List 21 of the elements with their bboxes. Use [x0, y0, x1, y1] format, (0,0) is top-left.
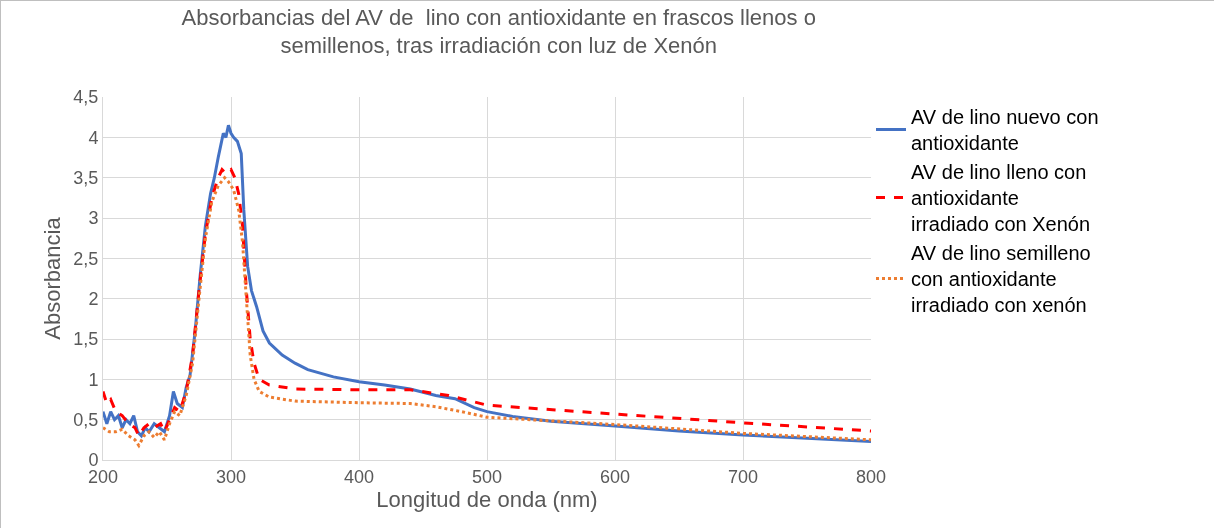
y-tick-label: 1,5 — [73, 329, 99, 350]
x-tick-label: 600 — [599, 466, 631, 487]
legend-label: AV de lino lleno con antioxidante irradiado con Xenón — [911, 161, 1091, 236]
y-tick-label: 4,5 — [73, 87, 99, 108]
legend-label: AV de lino nuevo con antioxidante — [911, 106, 1099, 155]
x-tick-label: 300 — [215, 466, 247, 487]
x-axis-title: Longitud de onda (nm) — [376, 486, 598, 512]
y-tick-label: 1 — [88, 369, 99, 390]
legend-label: AV de lino semilleno con antioxidante irradiado con xenón — [911, 242, 1091, 317]
y-axis-title: Absorbancia — [40, 216, 66, 340]
x-tick-label: 800 — [855, 466, 887, 487]
y-tick-label: 2 — [88, 288, 99, 309]
chart-title: Absorbancias del AV de lino con antioxidante en frascos llenos o semillenos, tras irradiación con luz de Xenón — [181, 4, 816, 59]
y-tick-label: 4 — [88, 127, 99, 148]
x-tick-label: 400 — [343, 466, 375, 487]
x-tick-label: 500 — [471, 466, 503, 487]
y-tick-label: 2,5 — [73, 248, 99, 269]
y-tick-label: 3 — [88, 208, 99, 229]
x-tick-label: 700 — [727, 466, 759, 487]
y-tick-label: 3,5 — [73, 167, 99, 188]
y-tick-label: 0,5 — [73, 409, 99, 430]
